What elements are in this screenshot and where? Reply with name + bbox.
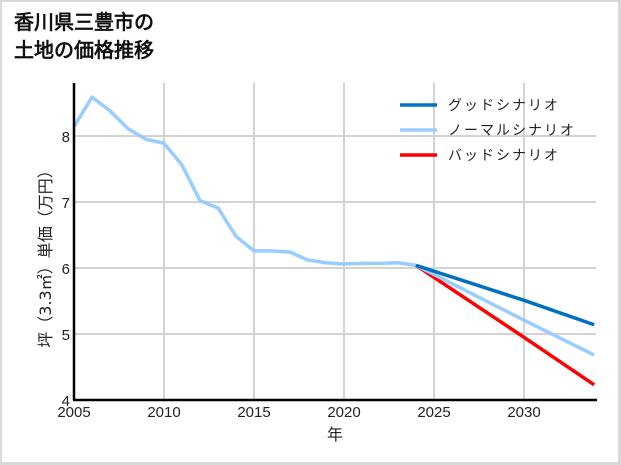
y-tick-label: 7 — [62, 195, 70, 212]
scenario-line — [415, 263, 595, 327]
legend-label: バッドシナリオ — [448, 148, 560, 164]
grid-lines — [74, 83, 596, 400]
y-tick-label: 6 — [62, 261, 70, 278]
x-tick-label: 2025 — [417, 404, 450, 421]
legend-label: ノーマルシナリオ — [448, 123, 576, 139]
scenario-line — [415, 263, 595, 357]
historical-line — [72, 95, 417, 268]
legend-label: グッドシナリオ — [448, 98, 560, 114]
chart-title: 香川県三豊市の 土地の価格推移 — [14, 10, 154, 62]
x-tick-label: 2010 — [147, 404, 180, 421]
axes — [72, 83, 597, 402]
y-tick-label: 4 — [62, 393, 70, 410]
data-lines — [72, 95, 596, 387]
x-axis-label: 年 — [327, 425, 343, 444]
y-tick-labels: 4 5 6 7 8 — [62, 129, 70, 410]
x-tick-label: 2005 — [57, 404, 90, 421]
x-tick-label: 2015 — [237, 404, 270, 421]
y-axis-label: 坪（3.3㎡）単価（万円） — [36, 162, 55, 347]
y-tick-label: 5 — [62, 327, 70, 344]
x-tick-labels: 2005 2010 2015 2020 2025 2030 — [57, 404, 540, 421]
x-tick-label: 2020 — [327, 404, 360, 421]
x-tick-label: 2030 — [507, 404, 540, 421]
y-tick-label: 8 — [62, 129, 70, 146]
scenario-line — [415, 263, 596, 387]
